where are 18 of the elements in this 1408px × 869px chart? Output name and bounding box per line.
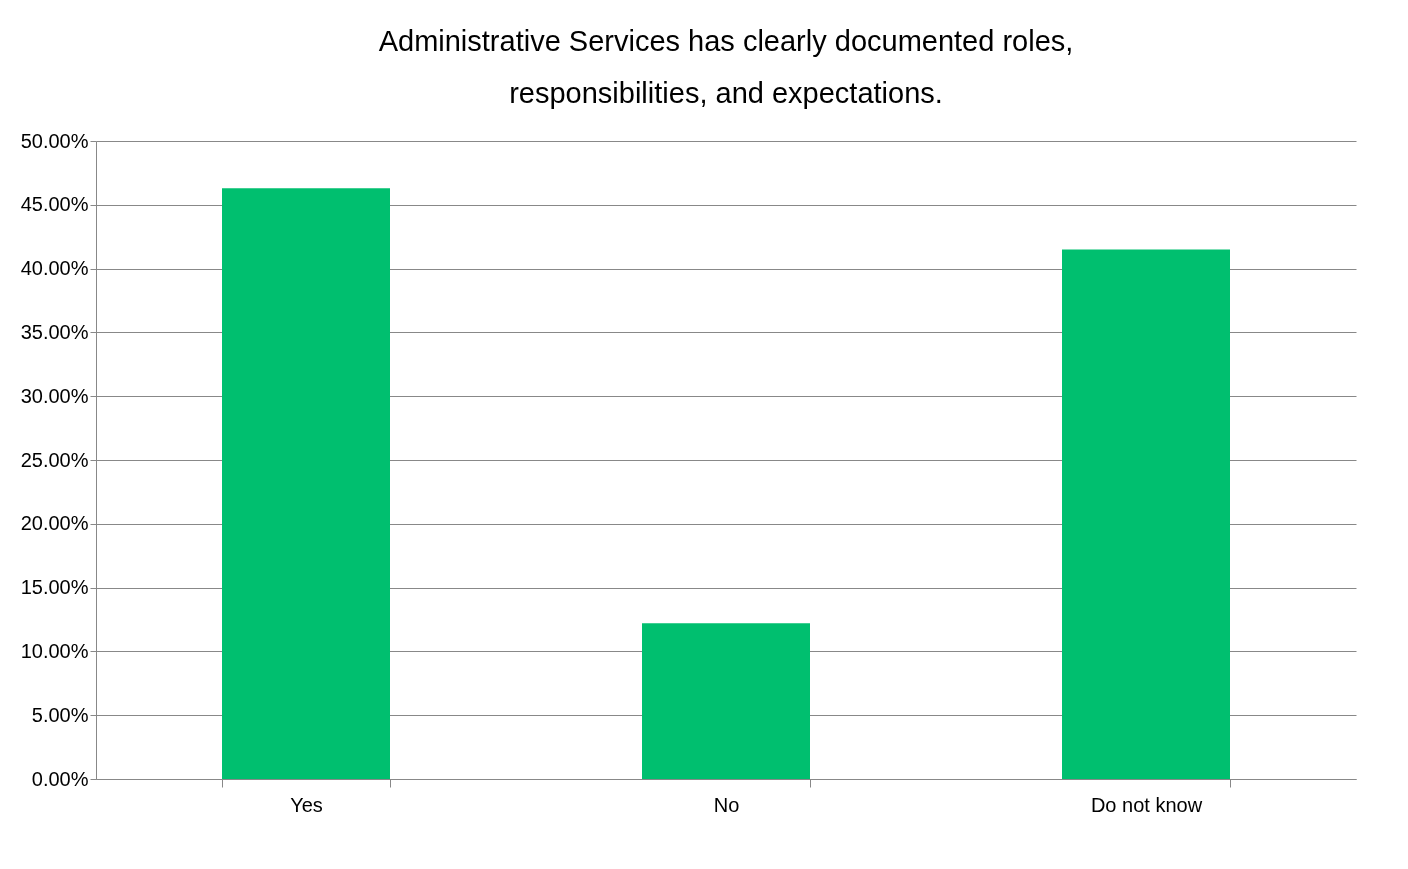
bar bbox=[222, 188, 390, 779]
x-tick-label: No bbox=[713, 793, 740, 816]
y-tick-label: 0.00% bbox=[31, 767, 89, 790]
bar bbox=[1062, 249, 1230, 779]
y-tick-label: 35.00% bbox=[20, 320, 89, 343]
chart-title: Administrative Services has clearly documented roles, responsibilities, and expectations. bbox=[378, 25, 1074, 109]
y-tick-label: 15.00% bbox=[20, 576, 89, 599]
x-tick-label: Yes bbox=[290, 793, 323, 816]
y-tick-label: 25.00% bbox=[20, 448, 89, 471]
x-tick-label: Do not know bbox=[1090, 793, 1203, 816]
y-tick-label: 40.00% bbox=[20, 257, 89, 280]
y-tick-label: 10.00% bbox=[20, 639, 89, 662]
y-tick-label: 30.00% bbox=[20, 384, 89, 407]
y-tick-label: 5.00% bbox=[31, 703, 89, 726]
y-tick-label: 45.00% bbox=[20, 193, 89, 216]
y-tick-label: 50.00% bbox=[20, 129, 89, 152]
y-tick-label: 20.00% bbox=[20, 512, 89, 535]
bar bbox=[642, 623, 810, 779]
